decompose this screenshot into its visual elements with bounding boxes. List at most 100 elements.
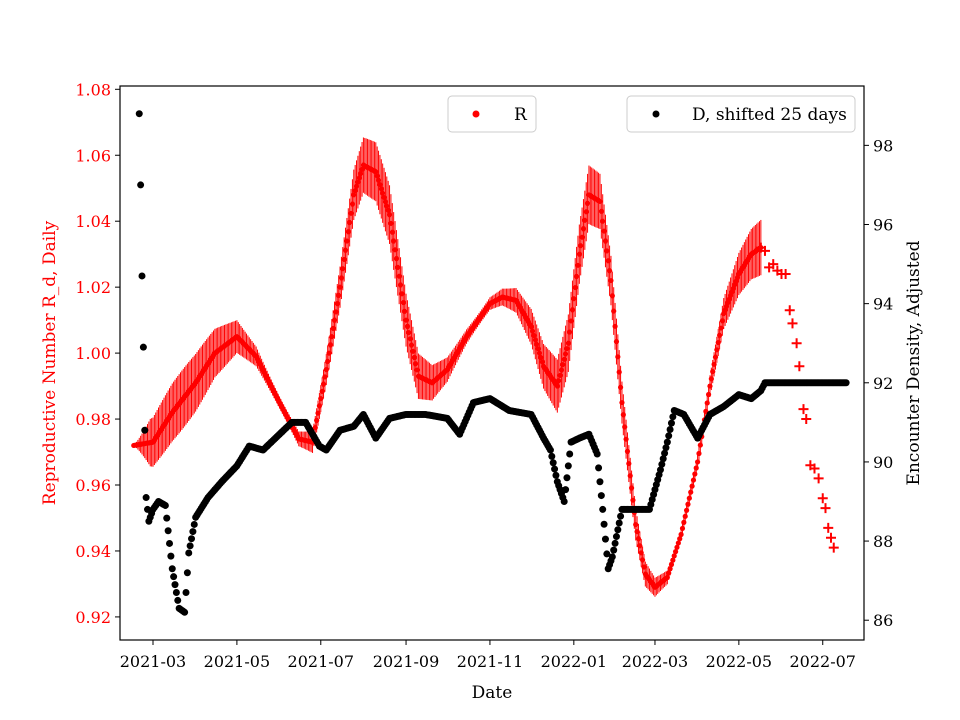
d-point [182,589,190,597]
r-series-layer [131,137,839,597]
d-point [603,550,611,558]
d-point [141,426,149,434]
d-point [615,519,623,527]
left-axis-title: Reproductive Number R_d, Daily [40,220,60,505]
right-tick-label: 90 [873,453,893,472]
d-point [566,450,574,458]
r-forecast-point [823,522,834,533]
d-point [617,512,625,520]
d-point [662,444,670,452]
legend-d-label: D, shifted 25 days [692,105,847,125]
left-tick-label: 0.96 [75,476,111,495]
d-point [189,528,197,536]
left-tick-label: 0.94 [75,542,111,561]
left-tick-label: 0.92 [75,608,111,627]
d-point [650,491,658,499]
d-point [564,462,572,470]
d-point [148,509,156,517]
d-point [163,514,171,522]
d-point [669,413,677,421]
x-axis-ticks: 2021-03 2021-05 2021-07 2021-09 2021-11 2022-… [120,640,856,671]
x-tick-label: 2022-03 [622,652,688,671]
plot-frame [119,85,865,641]
d-point [663,438,671,446]
d-point [562,486,570,494]
d-point [666,425,674,433]
d-point [667,419,675,427]
legend-d-marker [652,110,660,118]
d-point [135,110,143,118]
d-point [661,449,669,457]
d-point [164,527,172,535]
d-point [659,455,667,463]
x-tick-label: 2021-05 [204,652,270,671]
r-forecast-point [828,542,839,553]
right-tick-label: 96 [873,216,893,235]
r-forecast-point [768,259,779,270]
d-point [658,460,666,468]
left-tick-label: 1.00 [75,344,111,363]
left-tick-label: 1.06 [75,146,111,165]
r-forecast-point [787,318,798,329]
d-point [142,494,150,502]
d-point [552,471,560,479]
r-forecast-point [825,532,836,543]
legend-r-box [447,95,537,133]
r-forecast-point [759,245,770,256]
right-tick-label: 86 [873,611,893,630]
x-tick-label: 2022-01 [541,652,607,671]
left-axis-ticks: 0.92 0.94 0.96 0.98 1.00 1.02 1.04 1.06 1.08 [75,80,120,627]
right-tick-label: 98 [873,136,893,155]
d-point [614,526,622,534]
d-series-layer [135,110,850,616]
r-forecast-point [820,503,831,514]
r-forecast-point [813,473,824,484]
d-point [545,444,553,452]
d-point [179,607,187,615]
d-point [655,471,663,479]
legend-d-box [626,95,856,133]
d-point [168,565,176,573]
d-point [170,573,178,581]
d-point [188,535,196,543]
x-tick-label: 2021-11 [457,652,523,671]
d-point [167,552,175,560]
d-point [171,581,179,589]
d-point [190,520,198,528]
d-point [599,505,607,513]
d-point [139,343,147,351]
right-tick-label: 92 [873,374,893,393]
d-point [172,589,180,597]
d-point [610,546,618,554]
d-point [612,533,620,541]
right-axis-ticks: 86 88 90 92 94 96 98 [864,136,893,630]
r-forecast-point [784,305,795,316]
r-forecast-point [809,463,820,474]
d-point [563,474,571,482]
r-forecast-point [791,338,802,349]
d-point [166,539,174,547]
right-tick-label: 94 [873,295,893,314]
d-point [597,492,605,500]
d-point [183,569,191,577]
d-point [665,432,673,440]
d-point [174,596,182,604]
x-tick-label: 2021-03 [120,652,186,671]
d-point [841,379,849,387]
left-tick-label: 1.08 [75,80,111,99]
d-point [137,181,145,189]
x-tick-label: 2022-05 [706,652,772,671]
r-forecast-point [794,361,805,372]
d-point [596,478,604,486]
x-tick-label: 2022-07 [790,652,856,671]
x-axis-title: Date [472,683,513,703]
d-point [551,465,559,473]
d-point [601,535,609,543]
right-axis-title: Encounter Density, Adjusted [904,240,924,485]
d-point [592,447,600,455]
d-point [548,452,556,460]
legend-r: R [447,95,537,133]
d-point [600,520,608,528]
d-point [559,494,567,502]
